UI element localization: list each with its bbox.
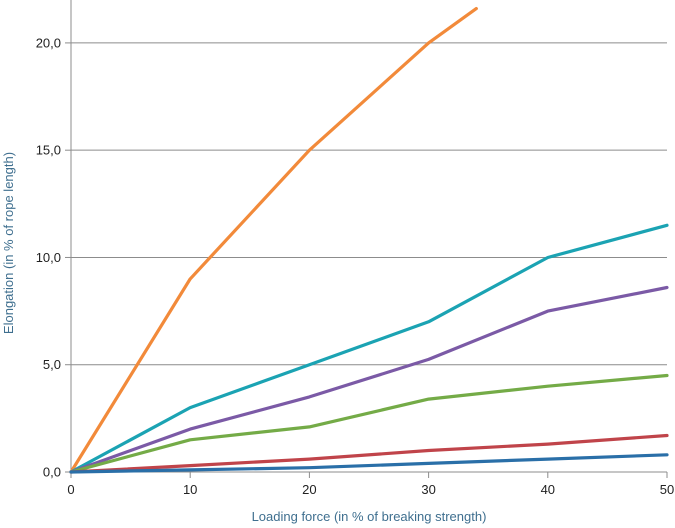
y-axis-title: Elongation (in % of rope length) — [1, 152, 16, 334]
series-line-4 — [69, 373, 669, 474]
x-tick-label-5: 50 — [660, 482, 674, 497]
y-tick-label-4: 20,0 — [36, 35, 61, 50]
x-tick-label-1: 10 — [183, 482, 197, 497]
y-tick-label-1: 5,0 — [43, 357, 61, 372]
x-tick-label-4: 40 — [541, 482, 555, 497]
series-line-1 — [69, 7, 478, 474]
y-tick-label-2: 10,0 — [36, 250, 61, 265]
gridlines — [71, 42, 667, 366]
y-tick-label-3: 15,0 — [36, 143, 61, 158]
series-line-3 — [69, 285, 669, 474]
series-layer — [69, 7, 669, 474]
series-line-5 — [69, 433, 669, 474]
y-tick-label-0: 0,0 — [43, 465, 61, 480]
x-tick-label-2: 20 — [302, 482, 316, 497]
x-tick-label-0: 0 — [67, 482, 74, 497]
tick-labels: 0,0 5,0 10,0 15,0 20,0 0 10 20 30 40 50 — [36, 35, 675, 497]
x-tick-label-3: 30 — [421, 482, 435, 497]
series-line-6 — [69, 453, 669, 474]
axes — [65, 0, 668, 478]
x-axis-title: Loading force (in % of breaking strength… — [252, 509, 487, 524]
series-line-2 — [69, 223, 669, 474]
